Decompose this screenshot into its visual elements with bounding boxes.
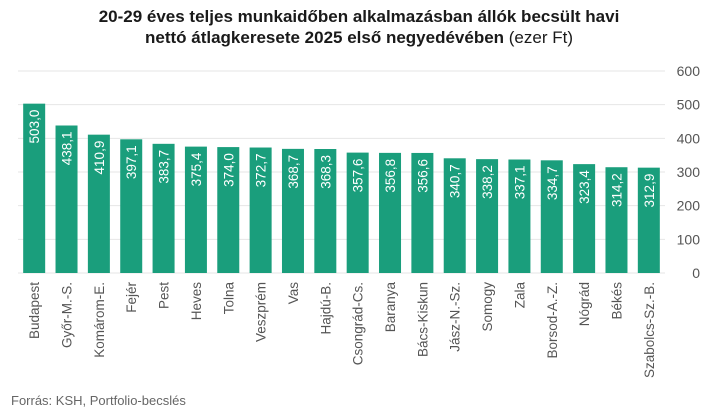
bar [605, 167, 628, 273]
value-label: 397,1 [124, 145, 139, 179]
x-tick-label: Jász-N.-Sz. [448, 282, 463, 352]
bar [184, 146, 207, 273]
x-tick-label: Nógrád [577, 282, 592, 326]
source-note: Forrás: KSH, Portfolio-becslés [11, 393, 186, 408]
y-tick-label: 100 [677, 231, 701, 247]
chart-title-line1: 20-29 éves teljes munkaidőben alkalmazás… [98, 7, 620, 26]
bar [314, 149, 337, 273]
value-label: 314,2 [609, 173, 624, 207]
x-tick-label: Zala [512, 282, 527, 309]
x-tick-label: Heves [189, 282, 204, 321]
value-label: 312,9 [642, 174, 657, 208]
value-label: 438,1 [60, 132, 75, 166]
x-tick-label: Vas [286, 282, 301, 305]
value-label: 337,1 [512, 166, 527, 200]
bar [573, 164, 596, 273]
value-label: 357,6 [351, 159, 366, 193]
bar [346, 152, 369, 273]
y-tick-label: 500 [677, 97, 701, 113]
x-tick-label: Somogy [480, 282, 495, 332]
bar [476, 159, 499, 273]
chart-title-line2: nettó átlagkeresete 2025 első negyedévéb… [144, 28, 505, 47]
value-label: 372,7 [254, 154, 269, 188]
value-label: 503,0 [27, 110, 42, 144]
bar [87, 134, 110, 273]
y-tick-label: 0 [692, 265, 700, 281]
y-tick-label: 200 [677, 198, 701, 214]
x-tick-label: Veszprém [254, 282, 269, 342]
value-label: 356,8 [383, 159, 398, 193]
x-tick-label: Pest [157, 282, 172, 309]
x-tick-label: Győr-M.-S. [60, 282, 75, 348]
bar [55, 125, 78, 273]
value-label: 334,7 [545, 166, 560, 200]
bar [379, 152, 402, 273]
x-tick-label: Fejér [124, 282, 139, 313]
x-tick-label: Budapest [27, 282, 42, 339]
value-label: 368,7 [286, 155, 301, 189]
bar [540, 160, 563, 273]
bar [23, 103, 46, 273]
x-tick-label: Szabolcs-Sz.-B. [642, 282, 657, 378]
x-tick-label: Hajdú-B. [318, 282, 333, 335]
bar [120, 139, 143, 273]
x-tick-label: Bács-Kiskun [415, 282, 430, 357]
bar [217, 147, 240, 273]
chart-title-unit: (ezer Ft) [504, 28, 573, 47]
bar [508, 159, 531, 273]
bar [281, 148, 304, 273]
chart-title: 20-29 éves teljes munkaidőben alkalmazás… [0, 6, 718, 48]
x-tick-label: Borsod-A.-Z. [545, 282, 560, 359]
value-label: 375,4 [189, 152, 204, 186]
x-tick-label: Baranya [383, 282, 398, 333]
bar [443, 158, 466, 273]
value-label: 338,2 [480, 165, 495, 199]
value-label: 340,7 [448, 164, 463, 198]
value-label: 323,4 [577, 170, 592, 204]
value-label: 410,9 [92, 141, 107, 175]
y-tick-label: 600 [677, 63, 701, 79]
x-tick-label: Csongrád-Cs. [351, 282, 366, 365]
x-tick-label: Békés [609, 282, 624, 320]
x-tick-label: Komárom-E. [92, 282, 107, 358]
value-label: 368,3 [318, 155, 333, 189]
value-label: 374,0 [221, 153, 236, 187]
x-tick-label: Tolna [221, 282, 236, 315]
y-tick-label: 300 [677, 164, 701, 180]
bar [637, 167, 660, 273]
y-tick-label: 400 [677, 130, 701, 146]
value-label: 356,6 [415, 159, 430, 193]
bar [152, 143, 175, 273]
bar [411, 152, 434, 273]
bar [249, 147, 272, 273]
value-label: 383,7 [157, 150, 172, 184]
